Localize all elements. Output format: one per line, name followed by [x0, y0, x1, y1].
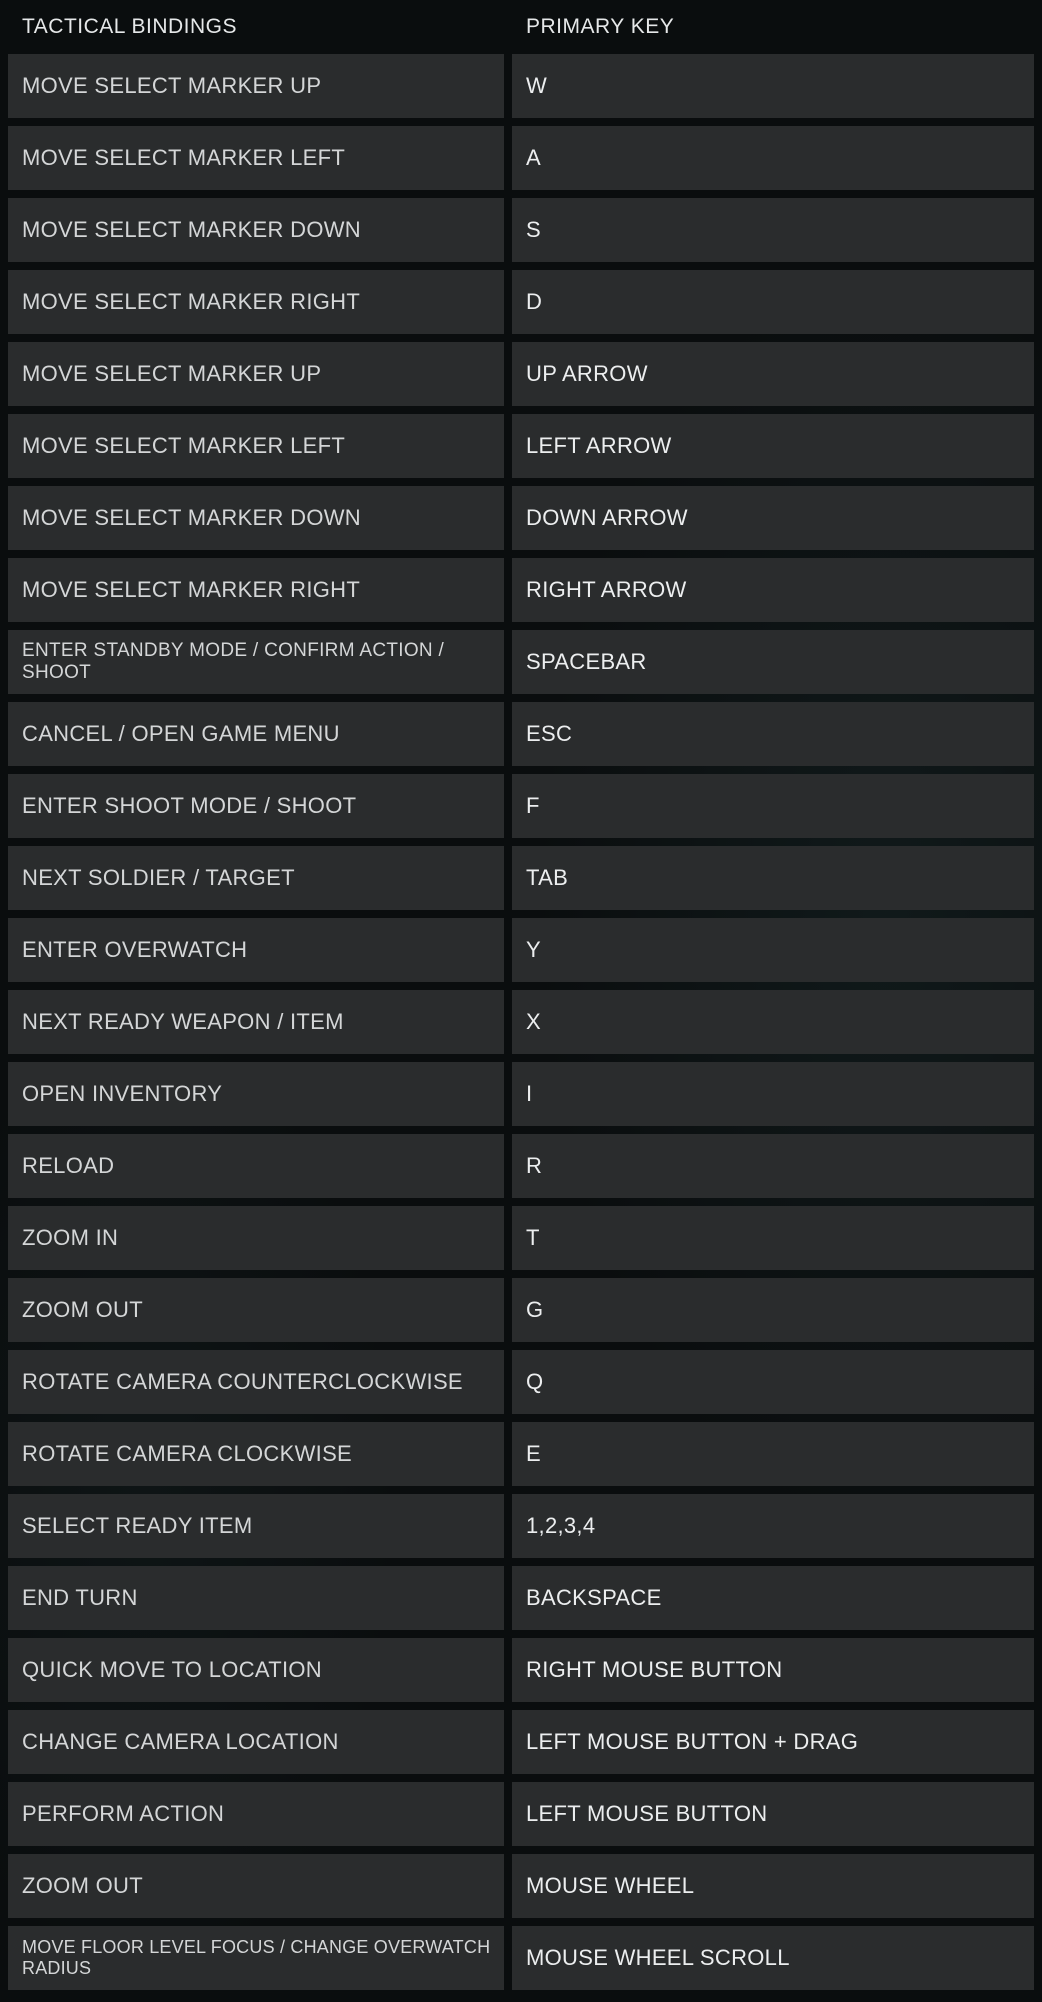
- binding-key[interactable]: LEFT MOUSE BUTTON + DRAG: [512, 1710, 1034, 1774]
- binding-row[interactable]: ZOOM INT: [8, 1206, 1034, 1270]
- binding-action: ROTATE CAMERA COUNTERCLOCKWISE: [8, 1350, 504, 1414]
- binding-action: MOVE SELECT MARKER RIGHT: [8, 558, 504, 622]
- binding-row[interactable]: PERFORM ACTIONLEFT MOUSE BUTTON: [8, 1782, 1034, 1846]
- binding-row[interactable]: RELOADR: [8, 1134, 1034, 1198]
- binding-row[interactable]: ENTER SHOOT MODE / SHOOTF: [8, 774, 1034, 838]
- binding-key[interactable]: RIGHT MOUSE BUTTON: [512, 1638, 1034, 1702]
- binding-key[interactable]: W: [512, 54, 1034, 118]
- binding-action: ROTATE CAMERA CLOCKWISE: [8, 1422, 504, 1486]
- binding-row[interactable]: MOVE SELECT MARKER LEFTA: [8, 126, 1034, 190]
- binding-row[interactable]: MOVE SELECT MARKER UPUP ARROW: [8, 342, 1034, 406]
- binding-key[interactable]: I: [512, 1062, 1034, 1126]
- bindings-list: MOVE SELECT MARKER UPWMOVE SELECT MARKER…: [8, 54, 1034, 1990]
- binding-action: MOVE FLOOR LEVEL FOCUS / CHANGE OVERWATC…: [8, 1926, 504, 1990]
- binding-key[interactable]: E: [512, 1422, 1034, 1486]
- binding-row[interactable]: NEXT SOLDIER / TARGETTAB: [8, 846, 1034, 910]
- binding-row[interactable]: ROTATE CAMERA COUNTERCLOCKWISEQ: [8, 1350, 1034, 1414]
- binding-key[interactable]: LEFT ARROW: [512, 414, 1034, 478]
- binding-key[interactable]: X: [512, 990, 1034, 1054]
- binding-key[interactable]: UP ARROW: [512, 342, 1034, 406]
- binding-key[interactable]: ESC: [512, 702, 1034, 766]
- bindings-page: TACTICAL BINDINGS PRIMARY KEY MOVE SELEC…: [0, 0, 1042, 2002]
- binding-key[interactable]: MOUSE WHEEL SCROLL: [512, 1926, 1034, 1990]
- binding-key[interactable]: R: [512, 1134, 1034, 1198]
- binding-action: MOVE SELECT MARKER DOWN: [8, 198, 504, 262]
- binding-key[interactable]: SPACEBAR: [512, 630, 1034, 694]
- binding-row[interactable]: MOVE SELECT MARKER DOWNS: [8, 198, 1034, 262]
- binding-action: MOVE SELECT MARKER UP: [8, 54, 504, 118]
- binding-action: MOVE SELECT MARKER LEFT: [8, 126, 504, 190]
- binding-row[interactable]: CANCEL / OPEN GAME MENUESC: [8, 702, 1034, 766]
- binding-key[interactable]: T: [512, 1206, 1034, 1270]
- binding-row[interactable]: ENTER OVERWATCHY: [8, 918, 1034, 982]
- binding-key[interactable]: G: [512, 1278, 1034, 1342]
- binding-action: NEXT SOLDIER / TARGET: [8, 846, 504, 910]
- binding-action: ENTER SHOOT MODE / SHOOT: [8, 774, 504, 838]
- table-header: TACTICAL BINDINGS PRIMARY KEY: [8, 0, 1034, 54]
- header-key-label: PRIMARY KEY: [512, 15, 1034, 39]
- binding-row[interactable]: MOVE SELECT MARKER RIGHTD: [8, 270, 1034, 334]
- header-action-label: TACTICAL BINDINGS: [8, 15, 504, 39]
- binding-row[interactable]: SELECT READY ITEM1,2,3,4: [8, 1494, 1034, 1558]
- binding-action: ZOOM IN: [8, 1206, 504, 1270]
- binding-action: ENTER STANDBY MODE / CONFIRM ACTION / SH…: [8, 630, 504, 694]
- binding-key[interactable]: D: [512, 270, 1034, 334]
- binding-row[interactable]: ZOOM OUTG: [8, 1278, 1034, 1342]
- binding-action: CANCEL / OPEN GAME MENU: [8, 702, 504, 766]
- binding-action: ZOOM OUT: [8, 1278, 504, 1342]
- binding-key[interactable]: LEFT MOUSE BUTTON: [512, 1782, 1034, 1846]
- binding-key[interactable]: S: [512, 198, 1034, 262]
- binding-action: PERFORM ACTION: [8, 1782, 504, 1846]
- binding-action: NEXT READY WEAPON / ITEM: [8, 990, 504, 1054]
- binding-key[interactable]: Q: [512, 1350, 1034, 1414]
- binding-row[interactable]: CHANGE CAMERA LOCATIONLEFT MOUSE BUTTON …: [8, 1710, 1034, 1774]
- binding-row[interactable]: MOVE SELECT MARKER UPW: [8, 54, 1034, 118]
- binding-row[interactable]: OPEN INVENTORYI: [8, 1062, 1034, 1126]
- binding-key[interactable]: TAB: [512, 846, 1034, 910]
- binding-action: ZOOM OUT: [8, 1854, 504, 1918]
- binding-action: RELOAD: [8, 1134, 504, 1198]
- binding-action: SELECT READY ITEM: [8, 1494, 504, 1558]
- binding-action: MOVE SELECT MARKER RIGHT: [8, 270, 504, 334]
- binding-row[interactable]: MOVE SELECT MARKER RIGHTRIGHT ARROW: [8, 558, 1034, 622]
- binding-action: QUICK MOVE TO LOCATION: [8, 1638, 504, 1702]
- binding-row[interactable]: MOVE FLOOR LEVEL FOCUS / CHANGE OVERWATC…: [8, 1926, 1034, 1990]
- binding-action: OPEN INVENTORY: [8, 1062, 504, 1126]
- binding-action: ENTER OVERWATCH: [8, 918, 504, 982]
- binding-action: CHANGE CAMERA LOCATION: [8, 1710, 504, 1774]
- binding-row[interactable]: NEXT READY WEAPON / ITEMX: [8, 990, 1034, 1054]
- binding-key[interactable]: DOWN ARROW: [512, 486, 1034, 550]
- binding-row[interactable]: ENTER STANDBY MODE / CONFIRM ACTION / SH…: [8, 630, 1034, 694]
- binding-key[interactable]: BACKSPACE: [512, 1566, 1034, 1630]
- binding-key[interactable]: F: [512, 774, 1034, 838]
- binding-action: MOVE SELECT MARKER DOWN: [8, 486, 504, 550]
- binding-key[interactable]: RIGHT ARROW: [512, 558, 1034, 622]
- binding-row[interactable]: QUICK MOVE TO LOCATIONRIGHT MOUSE BUTTON: [8, 1638, 1034, 1702]
- binding-action: MOVE SELECT MARKER UP: [8, 342, 504, 406]
- binding-row[interactable]: ROTATE CAMERA CLOCKWISEE: [8, 1422, 1034, 1486]
- binding-row[interactable]: END TURNBACKSPACE: [8, 1566, 1034, 1630]
- binding-row[interactable]: ZOOM OUTMOUSE WHEEL: [8, 1854, 1034, 1918]
- binding-key[interactable]: A: [512, 126, 1034, 190]
- binding-key[interactable]: MOUSE WHEEL: [512, 1854, 1034, 1918]
- binding-key[interactable]: 1,2,3,4: [512, 1494, 1034, 1558]
- binding-row[interactable]: MOVE SELECT MARKER LEFTLEFT ARROW: [8, 414, 1034, 478]
- binding-key[interactable]: Y: [512, 918, 1034, 982]
- binding-action: MOVE SELECT MARKER LEFT: [8, 414, 504, 478]
- binding-action: END TURN: [8, 1566, 504, 1630]
- binding-row[interactable]: MOVE SELECT MARKER DOWNDOWN ARROW: [8, 486, 1034, 550]
